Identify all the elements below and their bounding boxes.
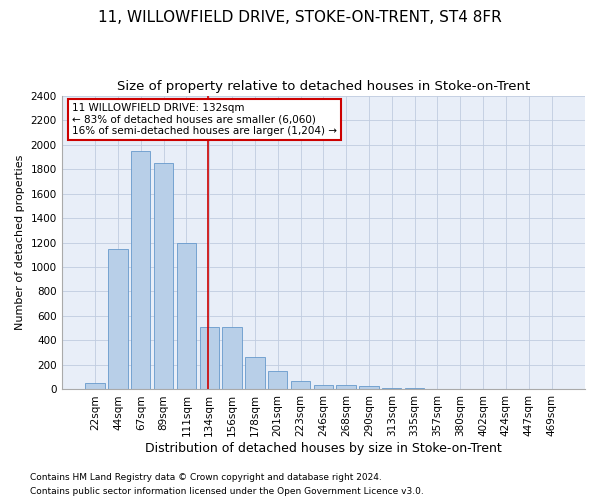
Bar bbox=[359, 386, 379, 390]
Bar bbox=[428, 389, 447, 390]
Text: 11 WILLOWFIELD DRIVE: 132sqm
← 83% of detached houses are smaller (6,060)
16% of: 11 WILLOWFIELD DRIVE: 132sqm ← 83% of de… bbox=[72, 103, 337, 136]
Bar bbox=[154, 163, 173, 390]
Text: Contains public sector information licensed under the Open Government Licence v3: Contains public sector information licen… bbox=[30, 487, 424, 496]
Bar bbox=[451, 389, 470, 390]
Text: Contains HM Land Registry data © Crown copyright and database right 2024.: Contains HM Land Registry data © Crown c… bbox=[30, 474, 382, 482]
Bar bbox=[291, 381, 310, 390]
Bar bbox=[314, 384, 333, 390]
Title: Size of property relative to detached houses in Stoke-on-Trent: Size of property relative to detached ho… bbox=[117, 80, 530, 93]
Bar bbox=[337, 385, 356, 390]
X-axis label: Distribution of detached houses by size in Stoke-on-Trent: Distribution of detached houses by size … bbox=[145, 442, 502, 455]
Bar bbox=[131, 150, 151, 390]
Bar bbox=[382, 388, 401, 390]
Text: 11, WILLOWFIELD DRIVE, STOKE-ON-TRENT, ST4 8FR: 11, WILLOWFIELD DRIVE, STOKE-ON-TRENT, S… bbox=[98, 10, 502, 25]
Bar bbox=[268, 371, 287, 390]
Y-axis label: Number of detached properties: Number of detached properties bbox=[15, 155, 25, 330]
Bar bbox=[200, 327, 219, 390]
Bar bbox=[85, 384, 105, 390]
Bar bbox=[245, 357, 265, 390]
Bar bbox=[405, 388, 424, 390]
Bar bbox=[223, 327, 242, 390]
Bar bbox=[108, 248, 128, 390]
Bar bbox=[177, 242, 196, 390]
